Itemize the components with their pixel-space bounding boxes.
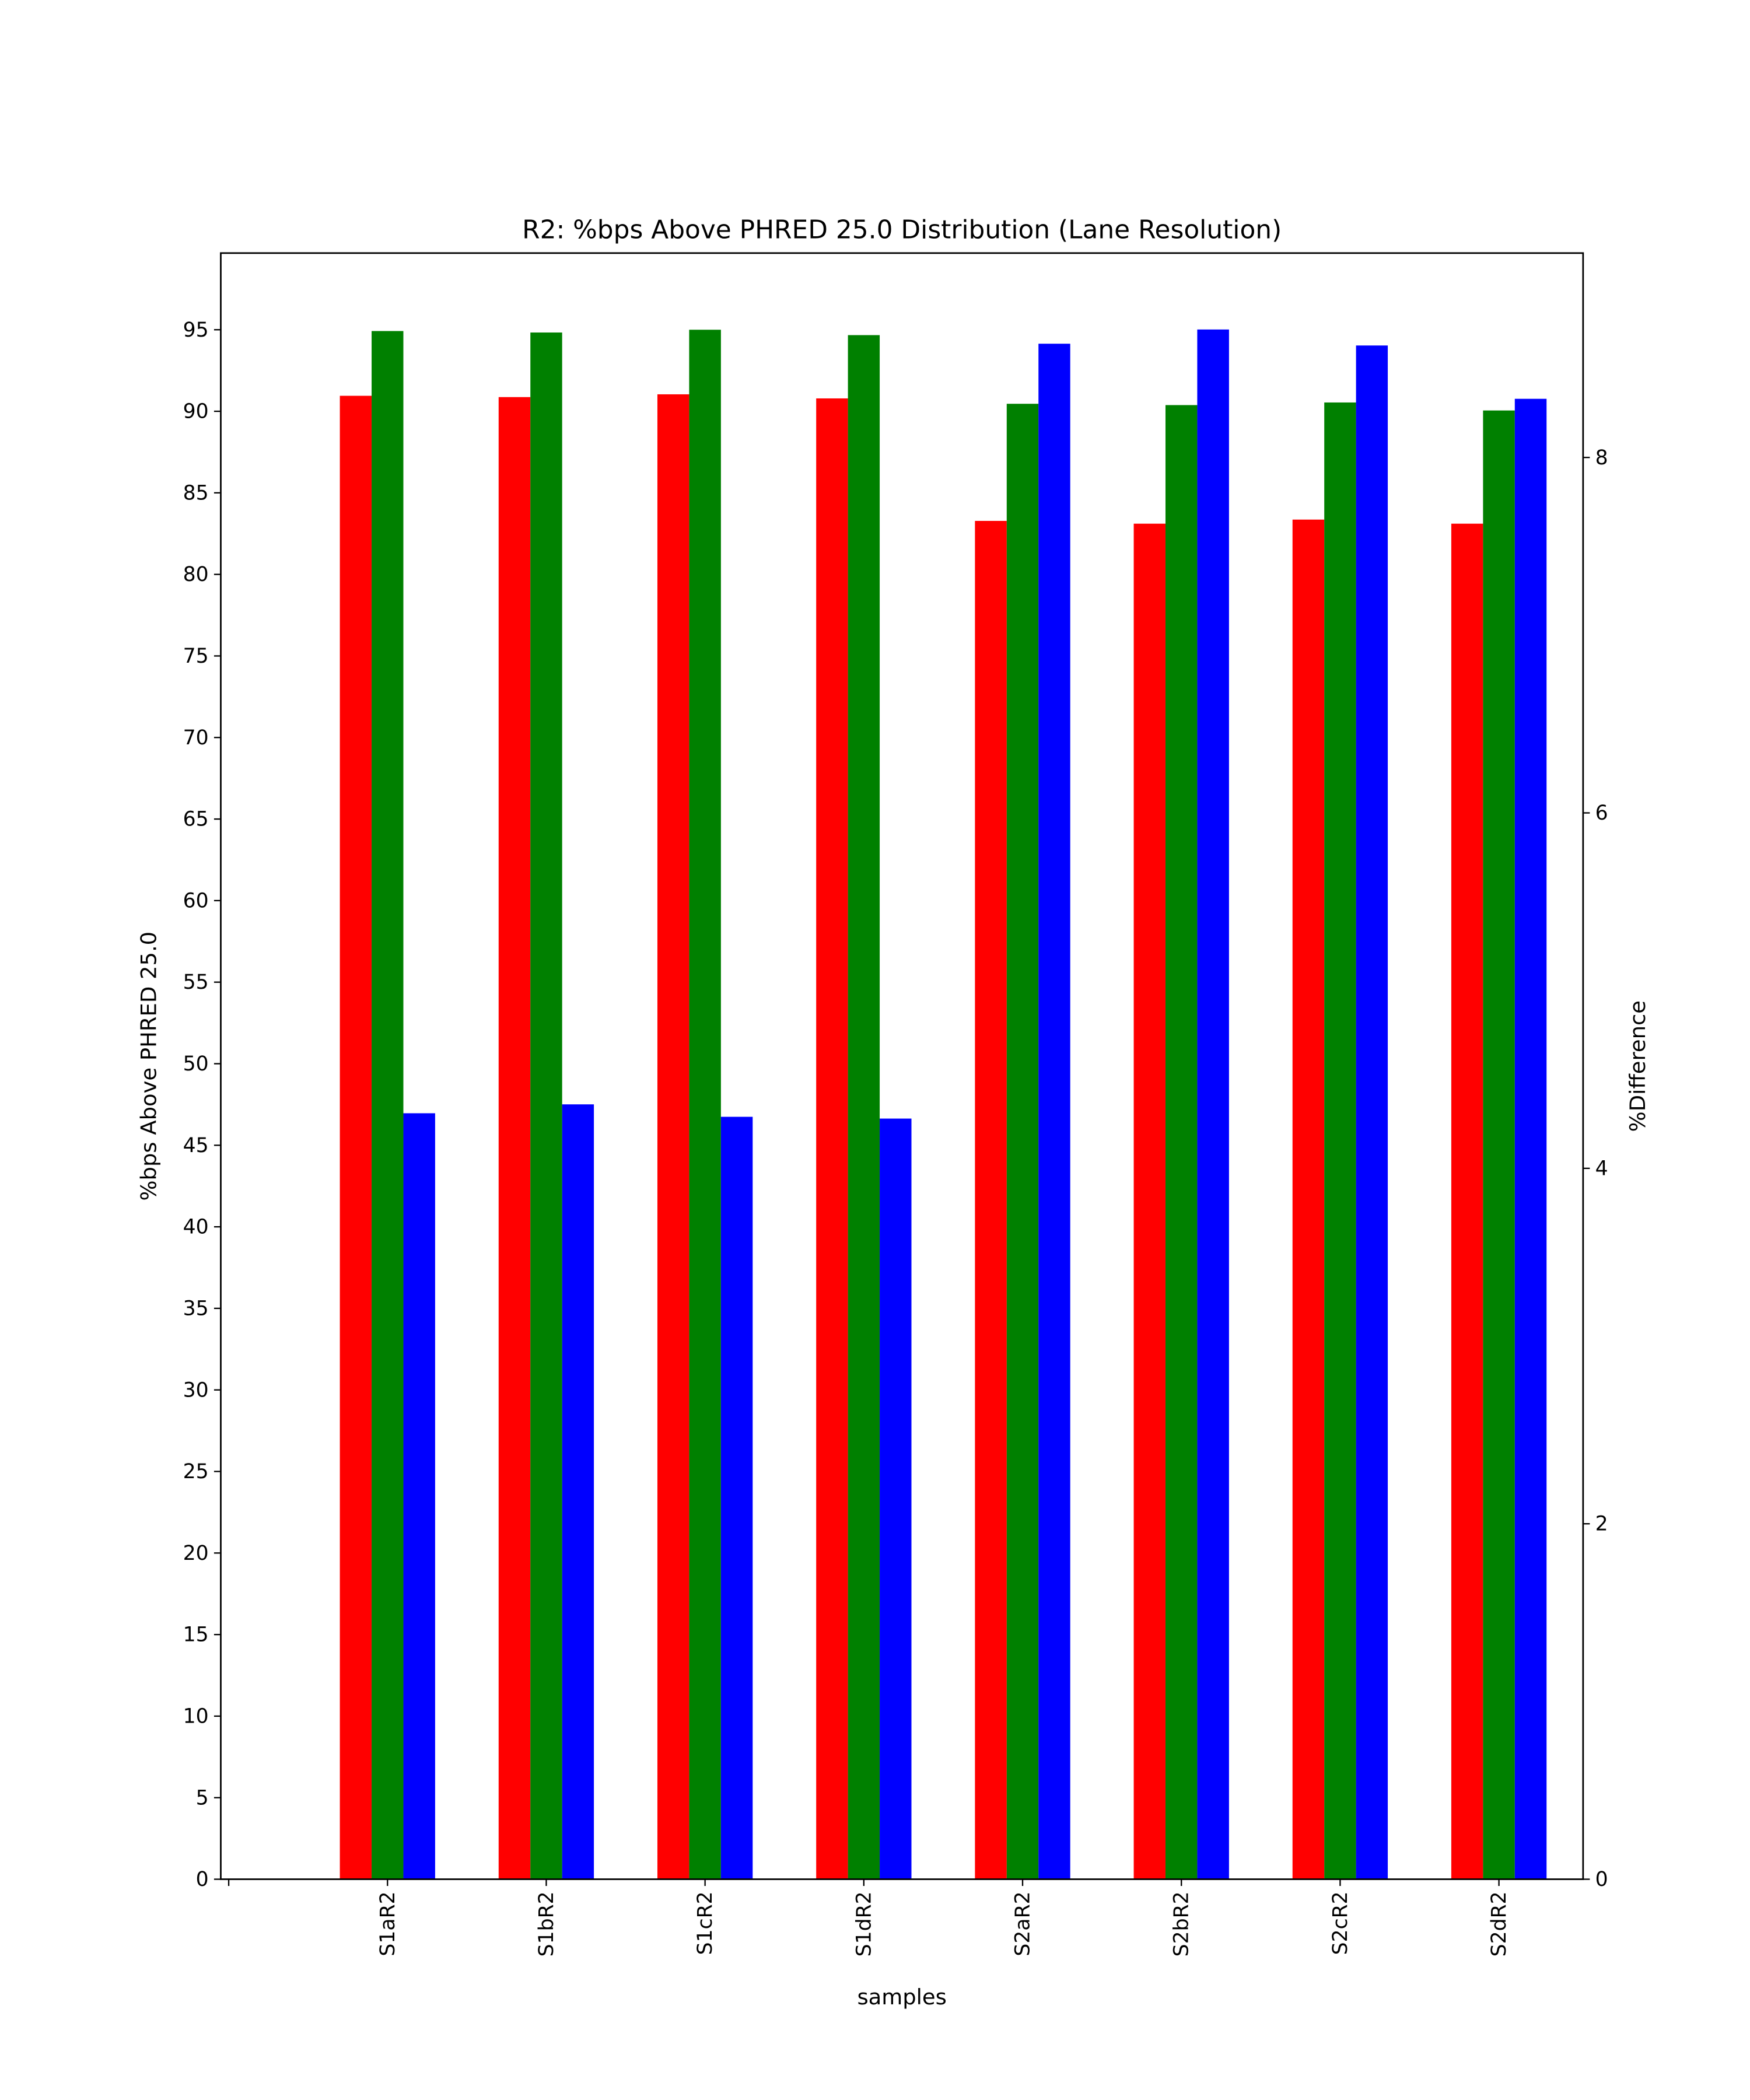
y-tick-label: 80 xyxy=(183,563,209,586)
bar-red-S2dR2 xyxy=(1451,523,1483,1880)
x-tick-label: S1cR2 xyxy=(694,1891,717,1955)
x-tick-label: S1aR2 xyxy=(376,1891,400,1956)
y-right-tick-label: 0 xyxy=(1595,1868,1608,1891)
y-tick-label: 75 xyxy=(183,645,209,668)
bar-green-S2bR2 xyxy=(1165,405,1198,1880)
y-tick-label: 20 xyxy=(183,1542,209,1565)
bar-green-S2cR2 xyxy=(1324,402,1356,1880)
y-right-tick-label: 4 xyxy=(1595,1157,1608,1180)
bar-blue-S2bR2 xyxy=(1197,329,1229,1880)
bar-red-S1dR2 xyxy=(816,398,848,1880)
bar-red-S2cR2 xyxy=(1292,519,1325,1880)
bars xyxy=(340,329,1547,1880)
bar-blue-S2aR2 xyxy=(1038,344,1070,1880)
bar-green-S1bR2 xyxy=(530,332,562,1880)
y-tick-label: 55 xyxy=(183,971,209,994)
bar-red-S1bR2 xyxy=(498,397,531,1880)
y-tick-label: 60 xyxy=(183,889,209,912)
y-tick-label: 40 xyxy=(183,1216,209,1239)
bar-green-S2dR2 xyxy=(1483,410,1515,1880)
bar-red-S1aR2 xyxy=(340,396,372,1880)
x-tick-label: S1dR2 xyxy=(852,1891,876,1957)
y-tick-label: 95 xyxy=(183,318,209,342)
y-tick-label: 90 xyxy=(183,400,209,424)
y-right-tick-label: 8 xyxy=(1595,446,1608,470)
bar-green-S2aR2 xyxy=(1006,404,1039,1880)
y-tick-label: 70 xyxy=(183,726,209,750)
x-tick-label: S2cR2 xyxy=(1329,1891,1352,1955)
bar-blue-S1aR2 xyxy=(403,1113,435,1880)
x-tick-label: S2dR2 xyxy=(1488,1891,1511,1957)
y-tick-label: 25 xyxy=(183,1460,209,1483)
bar-blue-S1bR2 xyxy=(562,1104,594,1880)
bar-red-S2bR2 xyxy=(1133,523,1166,1880)
bar-green-S1cR2 xyxy=(689,330,721,1880)
x-tick-label: S1bR2 xyxy=(535,1891,558,1957)
chart-title: R2: %bps Above PHRED 25.0 Distribution (… xyxy=(522,215,1282,244)
x-tick-label: S2bR2 xyxy=(1170,1891,1194,1957)
y-tick-label: 30 xyxy=(183,1378,209,1402)
y-tick-label: 35 xyxy=(183,1297,209,1320)
x-tick-label: S2aR2 xyxy=(1012,1891,1035,1956)
y-tick-label: 65 xyxy=(183,808,209,831)
y-right-tick-label: 2 xyxy=(1595,1513,1608,1536)
axes: 0 5 10 15 20 25 30 35 40 45 50 55 60 65 70 75 80 85 90 95 0 2… xyxy=(183,318,1608,1957)
y-right-tick-label: 6 xyxy=(1595,802,1608,825)
bar-green-S1aR2 xyxy=(372,331,404,1880)
bar-red-S1cR2 xyxy=(657,394,690,1880)
y-tick-label: 50 xyxy=(183,1052,209,1076)
bar-blue-S2cR2 xyxy=(1356,345,1388,1880)
y-tick-label: 15 xyxy=(183,1623,209,1647)
bar-red-S2aR2 xyxy=(975,520,1007,1880)
y-axis-right-label: %Difference xyxy=(1625,1000,1650,1132)
bar-blue-S1dR2 xyxy=(880,1118,912,1880)
x-axis-label: samples xyxy=(857,1985,946,2010)
y-tick-label: 0 xyxy=(196,1868,209,1891)
y-tick-label: 5 xyxy=(196,1786,209,1810)
bar-green-S1dR2 xyxy=(848,335,880,1880)
plot-frame xyxy=(220,252,1584,1880)
y-tick-label: 85 xyxy=(183,481,209,505)
bar-blue-S2dR2 xyxy=(1514,398,1547,1880)
bar-blue-S1cR2 xyxy=(720,1116,753,1880)
y-tick-label: 10 xyxy=(183,1704,209,1728)
y-tick-label: 45 xyxy=(183,1134,209,1157)
y-axis-label: %bps Above PHRED 25.0 xyxy=(136,932,162,1201)
